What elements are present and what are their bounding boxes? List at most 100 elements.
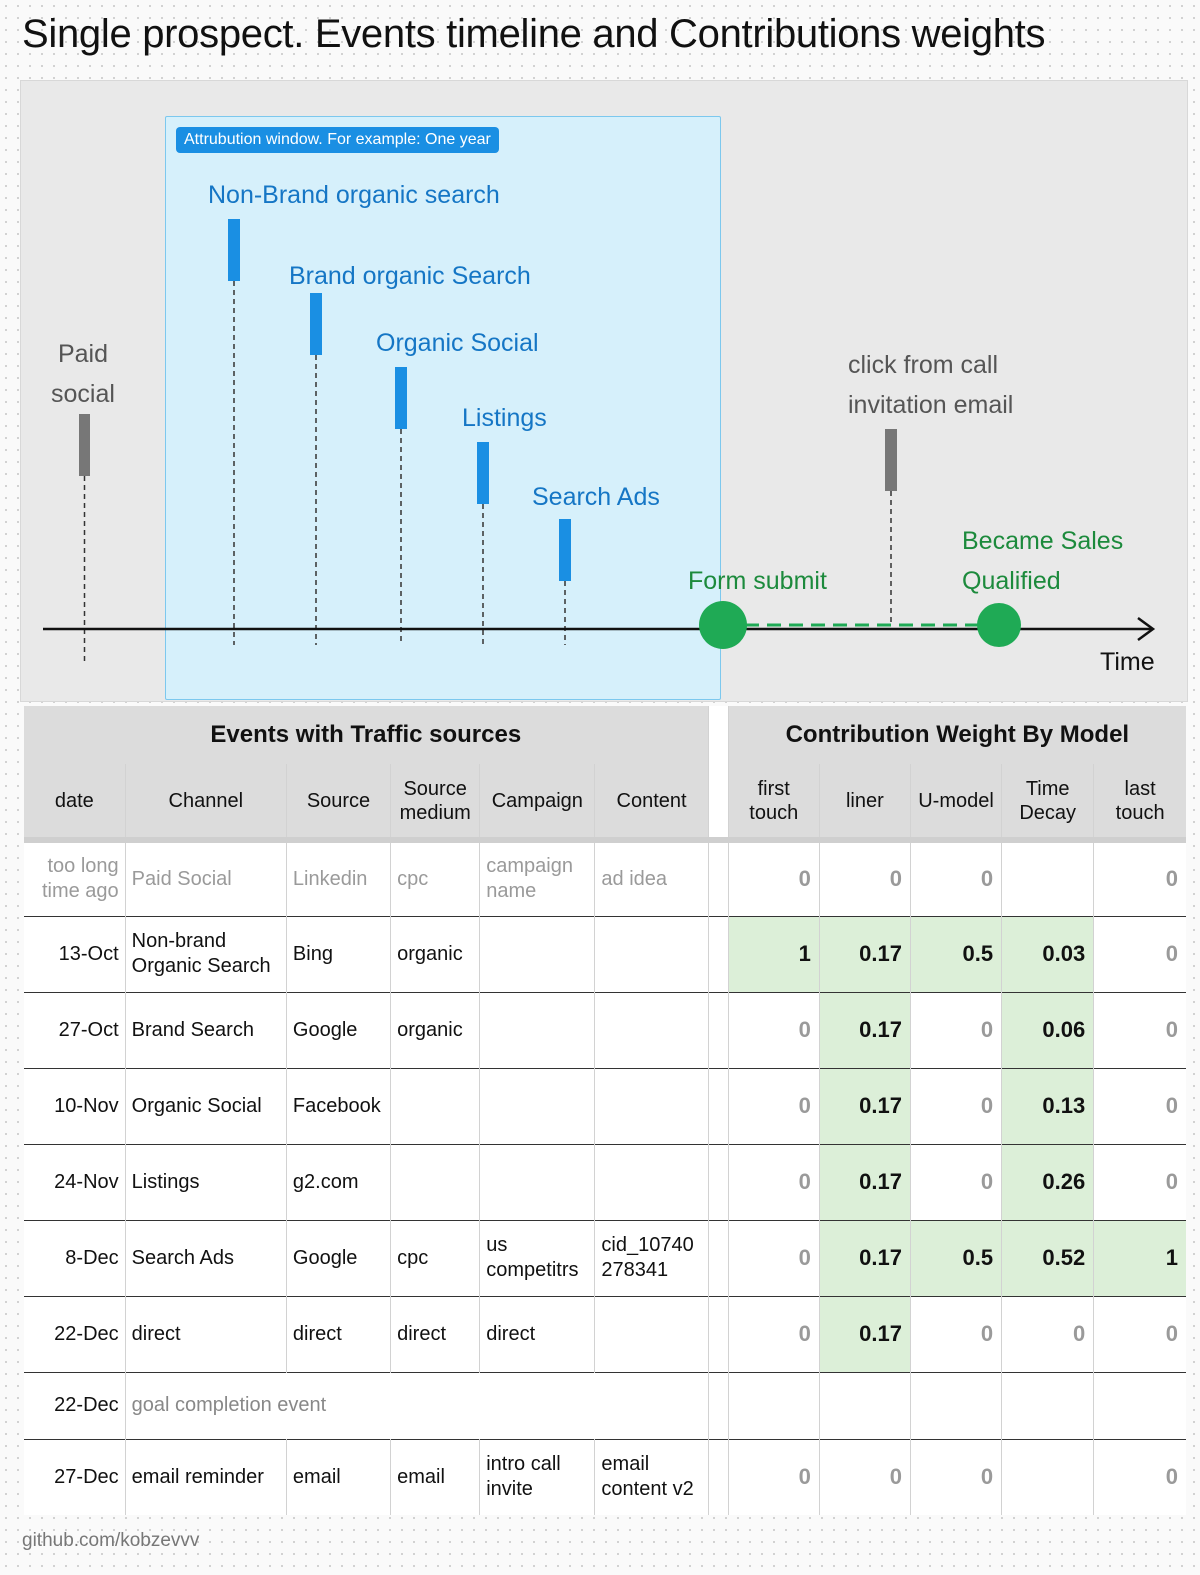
date-cell: 22-Dec: [24, 1296, 126, 1372]
table-row: 22-Dec goal completion event: [24, 1372, 1186, 1439]
channel-cell: Non-brand Organic Search: [125, 916, 287, 992]
sales-qualified-milestone: [977, 603, 1021, 647]
channel-cell: email reminder: [125, 1439, 287, 1515]
time-decay-weight-cell: 0.03: [1001, 916, 1095, 992]
liner-header: liner: [819, 764, 911, 843]
u-model-weight-cell: 0: [910, 840, 1003, 916]
milestone-label-sales-qualified: Became Sales Qualified: [962, 521, 1123, 601]
campaign-cell: campaign name: [479, 840, 596, 916]
time-decay-weight-cell: [1001, 1439, 1095, 1515]
source-cell: g2.com: [286, 1144, 392, 1220]
medium-cell: [390, 1144, 481, 1220]
campaign-header: Campaign: [479, 764, 596, 843]
goal-event-cell: goal completion event: [125, 1372, 709, 1439]
table-row: too long time ago Paid Social Linkedin cpc c…: [24, 840, 1186, 916]
content-cell: [594, 992, 709, 1068]
group-header-weights: Contribution Weight By Model: [728, 706, 1186, 764]
liner-weight-cell: 0.17: [819, 1220, 911, 1296]
last-touch-weight-cell: 0: [1165, 1169, 1178, 1194]
time-decay-header: Time Decay: [1001, 764, 1095, 843]
milestone-label-sales-qualified-line1: Became Sales: [962, 527, 1124, 555]
content-cell: [594, 1144, 709, 1220]
time-decay-weight-cell: 0.52: [1001, 1220, 1095, 1296]
medium-cell: direct: [390, 1296, 481, 1372]
last-touch-weight-cell: 1: [1093, 1220, 1186, 1296]
channel-cell: direct: [125, 1296, 287, 1372]
date-cell: 27-Dec: [24, 1439, 126, 1515]
u-model-weight-cell: 0: [910, 1296, 1003, 1372]
last-touch-weight-cell: 0: [1165, 866, 1178, 892]
last-touch-weight-cell: 0: [1165, 1093, 1178, 1118]
first-touch-weight-cell: 0: [728, 992, 820, 1068]
liner-weight-cell: 0.17: [819, 1144, 911, 1220]
content-cell: email content v2: [594, 1439, 709, 1515]
event-search-ads-marker: [559, 519, 571, 645]
source-cell: Google: [286, 1220, 392, 1296]
event-listings-marker: [477, 442, 489, 645]
attribution-window-badge: Attrubution window. For example: One yea…: [176, 127, 499, 153]
event-non-brand-organic-marker: [228, 219, 240, 645]
event-label-paid-social-line1: Paid: [57, 340, 108, 368]
first-touch-weight-cell: 1: [728, 916, 820, 992]
form-submit-milestone: [699, 601, 747, 649]
medium-header: Source medium: [390, 764, 481, 843]
event-label-call-email-line1: click from call: [848, 351, 999, 379]
date-cell: too long time ago: [24, 840, 126, 916]
time-decay-weight-cell: 0: [1001, 1296, 1095, 1372]
time-decay-weight-cell: 0.26: [1001, 1144, 1095, 1220]
time-axis-arrow: [1137, 616, 1156, 642]
event-call-email-marker: [885, 429, 897, 626]
attribution-window: Attrubution window. For example: One yea…: [165, 116, 721, 700]
row-gap: [708, 1068, 729, 1144]
table-row: 10-Nov Organic Social Facebook 0 0.17 0 0.13 0: [24, 1068, 1186, 1144]
first-touch-header: first touch: [728, 764, 820, 843]
date-cell: 13-Oct: [24, 916, 126, 992]
campaign-cell: [479, 1144, 596, 1220]
time-decay-weight-cell: 0.06: [1001, 992, 1095, 1068]
row-gap: [708, 840, 729, 916]
content-cell: ad idea: [594, 840, 709, 916]
last-touch-weight-cell: 0: [1165, 1321, 1178, 1346]
time-decay-weight-cell: 0.13: [1001, 1068, 1095, 1144]
event-label-paid-social: Paid social: [51, 334, 115, 414]
row-gap: [708, 1144, 729, 1220]
medium-cell: organic: [390, 916, 481, 992]
event-label-organic-social: Organic Social: [376, 329, 539, 357]
date-cell: 22-Dec: [24, 1372, 126, 1439]
channel-header: Channel: [125, 764, 287, 843]
table-row: 13-Oct Non-brand Organic Search Bing organi…: [24, 916, 1186, 992]
table-row: 22-Dec direct direct direct direct 0 0.17 0 0 0: [24, 1296, 1186, 1372]
campaign-cell: intro call invite: [479, 1439, 596, 1515]
source-cell: direct: [286, 1296, 392, 1372]
page-title: Single prospect. Events timeline and Con…: [22, 12, 1046, 56]
last-touch-weight-cell: 0: [1165, 941, 1178, 966]
date-cell: 10-Nov: [24, 1068, 126, 1144]
first-touch-weight-cell: 0: [728, 840, 820, 916]
event-label-listings: Listings: [462, 404, 547, 432]
u-model-weight-cell: 0.5: [910, 1220, 1003, 1296]
time-decay-weight-cell: [1001, 840, 1095, 916]
u-model-weight-cell: 0: [910, 1144, 1003, 1220]
time-axis-label: Time: [1100, 648, 1155, 676]
u-model-weight-cell: 0: [910, 992, 1003, 1068]
source-header: Source: [286, 764, 392, 843]
campaign-cell: [479, 992, 596, 1068]
event-label-non-brand-organic: Non-Brand organic search: [208, 181, 500, 209]
medium-cell: cpc: [390, 1220, 481, 1296]
events-table: Events with Traffic sources Contribution…: [24, 706, 1186, 1515]
campaign-cell: [479, 916, 596, 992]
column-header-row: date Channel Source Source medium Campaign Co…: [24, 764, 1186, 843]
group-header-events: Events with Traffic sources: [24, 706, 709, 764]
liner-weight-cell: 0.17: [819, 916, 911, 992]
weight-cell-empty: [728, 1372, 820, 1439]
footer-link[interactable]: github.com/kobzevvv: [22, 1530, 200, 1551]
weight-cell-empty: [1094, 1372, 1186, 1439]
content-cell: cid_10740 278341: [594, 1220, 709, 1296]
event-label-call-email: click from call invitation email: [848, 345, 1013, 425]
row-gap: [708, 1296, 729, 1372]
table-row: 24-Nov Listings g2.com 0 0.17 0 0.26 0: [24, 1144, 1186, 1220]
channel-cell: Paid Social: [125, 840, 287, 916]
campaign-cell: [479, 1068, 596, 1144]
campaign-cell: us competitrs: [479, 1220, 596, 1296]
date-cell: 27-Oct: [24, 992, 126, 1068]
